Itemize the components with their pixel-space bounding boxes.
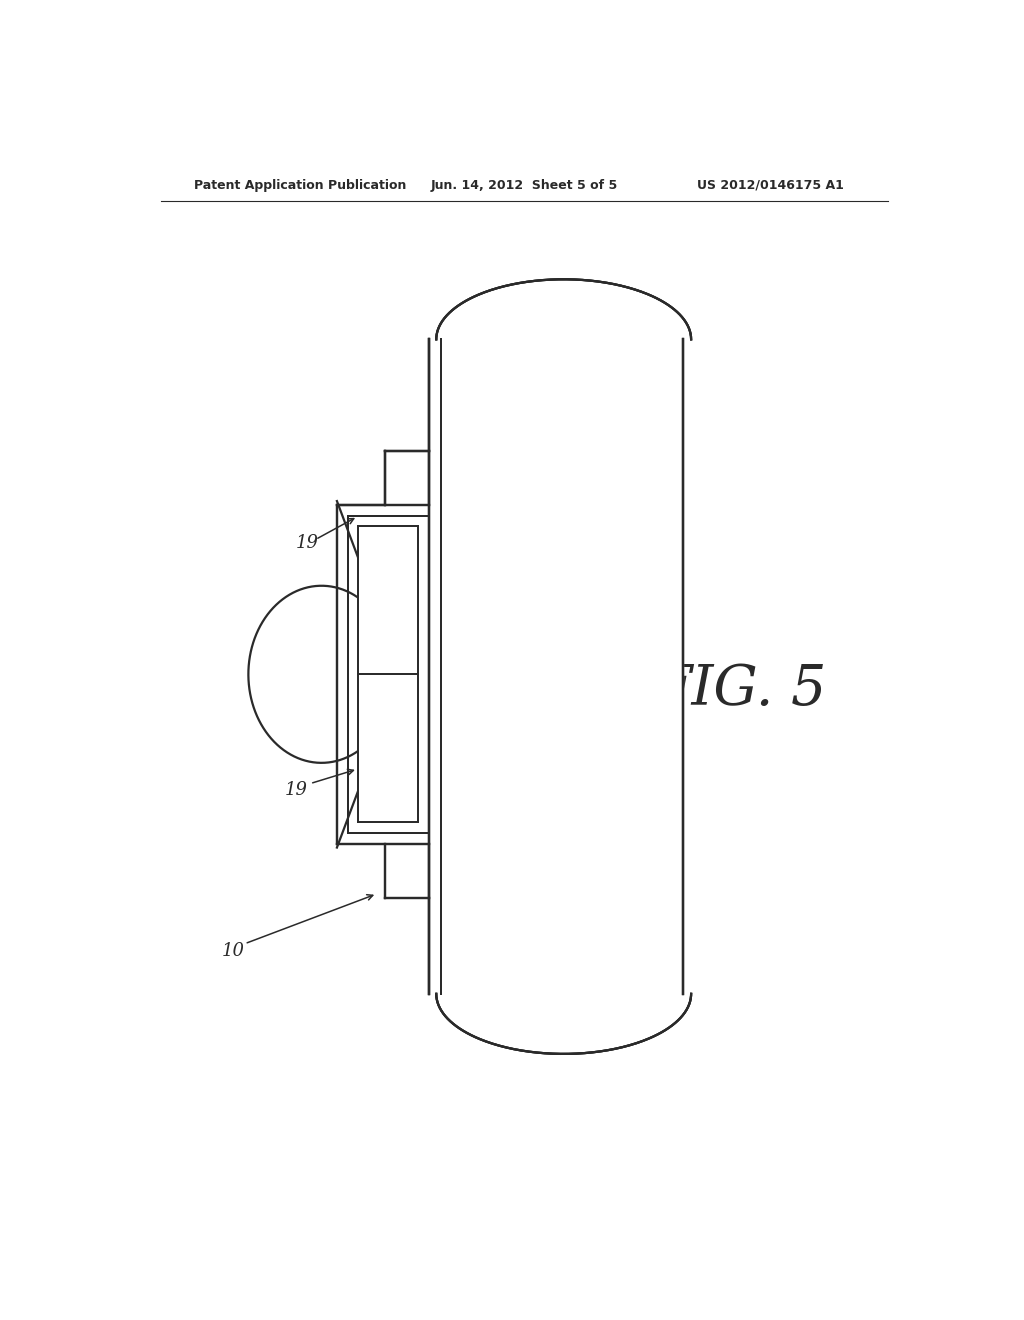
Text: 10: 10 — [221, 942, 245, 961]
Text: FIG. 5: FIG. 5 — [654, 663, 827, 717]
Polygon shape — [358, 527, 418, 822]
Text: US 2012/0146175 A1: US 2012/0146175 A1 — [696, 178, 844, 191]
Text: Jun. 14, 2012  Sheet 5 of 5: Jun. 14, 2012 Sheet 5 of 5 — [431, 178, 618, 191]
Text: 19: 19 — [296, 535, 319, 552]
Text: Patent Application Publication: Patent Application Publication — [194, 178, 407, 191]
Polygon shape — [249, 586, 387, 763]
Polygon shape — [337, 516, 429, 833]
Text: 19: 19 — [285, 781, 307, 799]
Polygon shape — [436, 280, 691, 1053]
Polygon shape — [429, 280, 691, 1053]
